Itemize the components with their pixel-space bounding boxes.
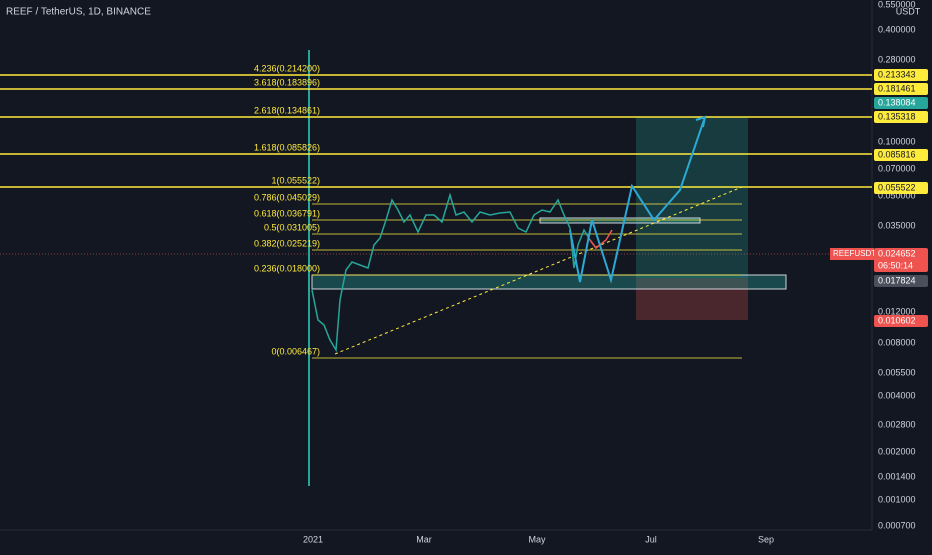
price-tag-text: 0.138084 [878,97,916,107]
fib-label: 0.236(0.018000) [254,263,320,273]
fib-label: 0.786(0.045029) [254,192,320,202]
price-label: 0.002800 [878,419,916,429]
fib-label: 0.5(0.031005) [264,222,320,232]
fib-label: 0.618(0.036791) [254,208,320,218]
time-label: Sep [758,534,774,544]
price-label: 0.001000 [878,494,916,504]
price-now: 0.024652 [878,248,916,258]
price-tag [874,111,928,123]
fib-label: 2.618(0.134861) [254,105,320,115]
price-label: 0.008000 [878,337,916,347]
symbol-tag-text: REEFUSDT [833,249,876,258]
countdown: 06:50:14 [878,260,913,270]
price-tag [874,83,928,95]
symbol-tag [830,248,874,260]
fib-label: 4.236(0.214200) [254,63,320,73]
price-label: 0.002000 [878,446,916,456]
price-label: 0.070000 [878,163,916,173]
fib-label: 1.618(0.085826) [254,142,320,152]
fib-label: 0(0.006467) [271,346,320,356]
price-tag [874,315,928,327]
price-label: 0.280000 [878,54,916,64]
price-path-recent [589,229,613,250]
price-tag-text: 0.055522 [878,182,916,192]
long-profit-zone [636,117,748,278]
price-tag-text: 0.085816 [878,149,916,159]
price-label: 0.001400 [878,471,916,481]
price-tag [874,69,928,81]
price-tag-text: 0.213343 [878,69,916,79]
price-tag-text: 0.135318 [878,111,916,121]
price-tag [874,149,928,161]
support-zone [311,274,787,290]
price-label: 0.100000 [878,136,916,146]
time-label: Jul [645,534,657,544]
price-tag [874,275,928,287]
long-loss-zone [636,278,748,320]
price-tag-text: 0.181461 [878,83,916,93]
price-path [311,192,597,353]
fib-group: 4.236(0.214200) 3.618(0.183896) 2.618(0.13… [0,63,872,359]
price-label: 0.550000 [878,0,916,9]
axis-unit: USDT [896,6,921,16]
time-label: 2021 [303,534,323,544]
time-label: May [528,534,546,544]
price-tag-text: 0.017824 [878,275,916,285]
price-label: 0.035000 [878,220,916,230]
price-label: 0.400000 [878,24,916,34]
price-label: 0.005500 [878,367,916,377]
time-label: Mar [416,534,432,544]
projection-arrow [695,115,707,128]
price-tag [874,182,928,194]
symbol-title: REEF / TetherUS, 1D, BINANCE [6,7,151,18]
fib-label: 3.618(0.183896) [254,77,320,87]
price-tag [874,97,928,109]
price-label: 0.050000 [878,190,916,200]
axis-group: 0.550000 0.400000 0.280000 0.100000 0.070000… [303,0,928,544]
fib-label: 1(0.055522) [271,175,320,185]
price-now-tag [874,248,928,272]
fib-label: 0.382(0.025219) [254,238,320,248]
projection-path [569,116,706,284]
resistance-zone [539,217,701,224]
price-label: 0.012000 [878,306,916,316]
price-label: 0.000700 [878,520,916,530]
price-label: 0.004000 [878,390,916,400]
price-tag-text: 0.010602 [878,315,916,325]
trend-line [334,186,743,355]
